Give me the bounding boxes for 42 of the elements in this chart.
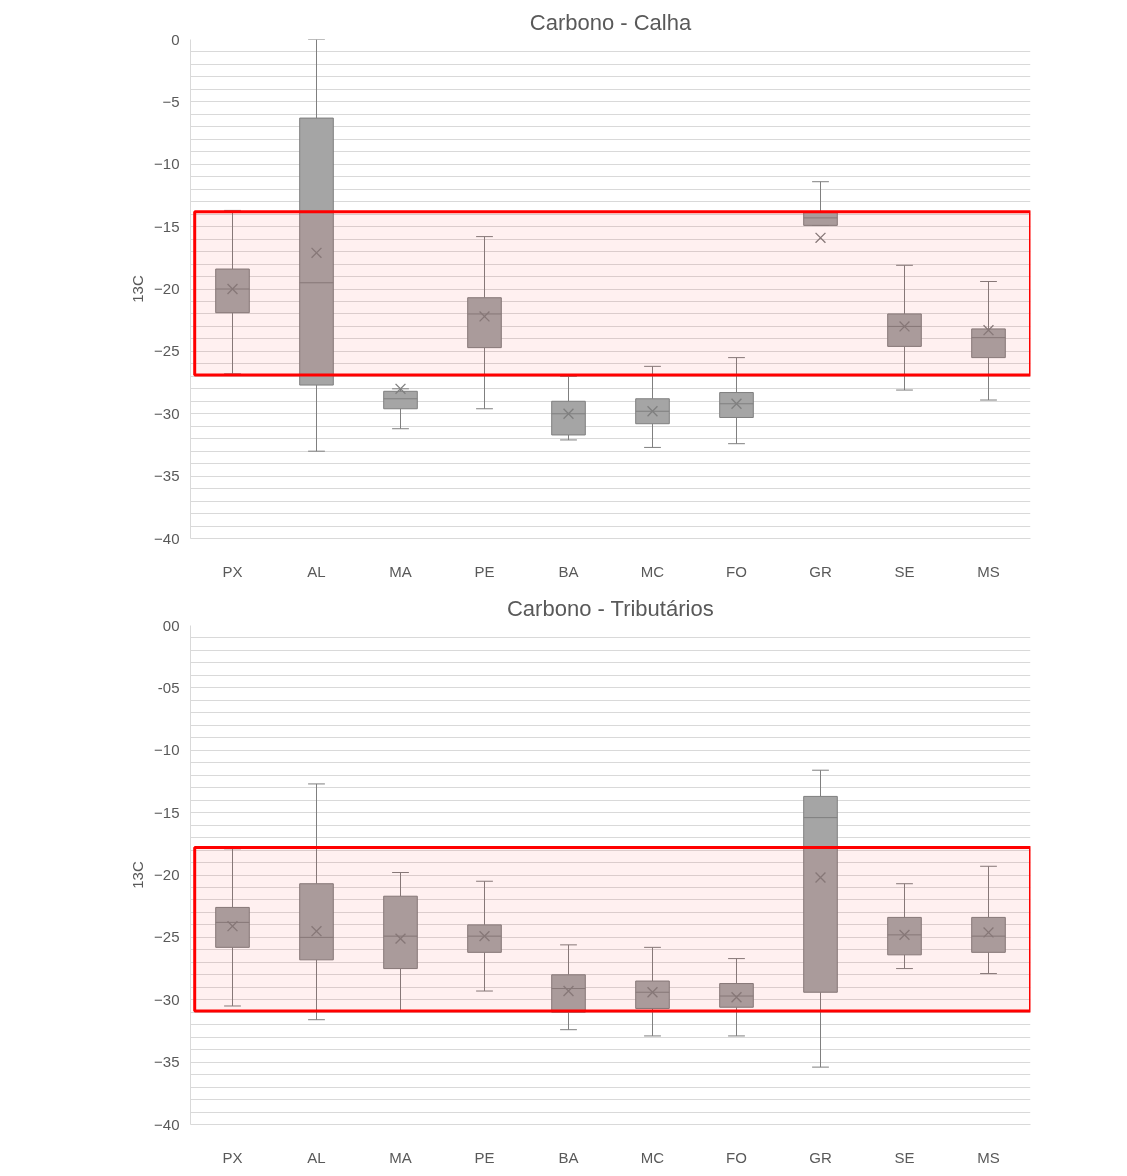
y-tick-label: −30 [154,404,180,422]
x-tick-label: PX [222,1148,243,1166]
x-tick-label: MA [389,1148,412,1166]
y-tick-label: −30 [154,990,180,1008]
chart-title: Carbono - Tributários [506,595,714,621]
y-tick-label: −10 [154,741,180,759]
y-tick-label: −5 [162,92,180,110]
x-tick-label: MS [977,562,1000,580]
y-tick-label: −40 [154,529,180,547]
x-tick-label: FO [726,1148,747,1166]
y-axis-title: 13C [129,275,147,303]
y-tick-label: −20 [154,280,180,297]
y-tick-label: 00 [162,616,180,634]
y-tick-label: -05 [157,678,180,696]
x-tick-label: AL [307,1148,326,1166]
x-tick-label: SE [894,562,915,580]
chart-title: Carbono - Calha [529,9,692,35]
x-tick-label: AL [307,562,326,580]
y-axis-title: 13C [129,861,147,889]
x-tick-label: GR [809,562,832,580]
x-tick-label: MC [640,562,665,580]
y-tick-label: −20 [154,866,180,883]
y-tick-label: −15 [154,803,180,821]
y-tick-label: −35 [154,467,180,485]
y-tick-label: −25 [154,928,180,946]
y-tick-label: −35 [154,1053,180,1071]
x-tick-label: MS [977,1148,1000,1166]
x-tick-label: BA [558,1148,579,1166]
x-tick-label: PX [222,562,243,580]
x-tick-label: FO [726,562,747,580]
x-tick-label: PE [474,1148,495,1166]
x-tick-label: GR [809,1148,832,1166]
x-tick-label: MA [389,562,412,580]
y-tick-label: −15 [154,217,180,235]
y-tick-label: 0 [171,30,180,48]
x-tick-label: SE [894,1148,915,1166]
y-tick-label: −25 [154,342,180,360]
x-tick-label: BA [558,562,579,580]
y-tick-label: −10 [154,155,180,173]
y-tick-label: −40 [154,1115,180,1133]
x-tick-label: PE [474,562,495,580]
x-tick-label: MC [640,1148,665,1166]
